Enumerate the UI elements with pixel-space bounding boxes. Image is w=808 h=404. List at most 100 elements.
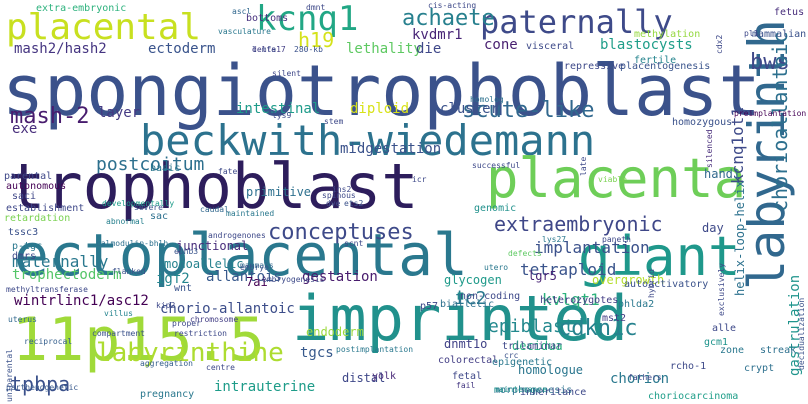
word-scute-like: scute-like — [462, 98, 595, 123]
word-bottoms: bottoms — [246, 13, 289, 24]
word-basic: basic — [150, 163, 181, 174]
word-gestation: gestation — [302, 269, 378, 285]
word-chorio-allantoic: chorio-allantoic — [160, 301, 295, 317]
word-stem: stem — [324, 117, 344, 126]
word-uterus: uterus — [8, 315, 37, 324]
word-allantois: allantois — [206, 269, 282, 285]
word-maternally: maternally — [12, 252, 109, 271]
word-establishment: establishment — [6, 203, 85, 214]
word-utero: utero — [484, 263, 509, 272]
word-junctional: junctional — [176, 239, 249, 253]
word-epigenetic: epigenetic — [492, 357, 553, 368]
word-fetus: fetus — [774, 7, 805, 18]
word-imprinted: imprinted — [292, 282, 628, 355]
word-fertile: fertile — [634, 55, 677, 66]
word-ins2: ins2 — [332, 185, 352, 194]
word-methyltransferase: methyltransferase — [6, 285, 88, 294]
word-beckwith-wiedemann: beckwith-wiedemann — [140, 116, 596, 165]
word-layer: layer — [98, 105, 141, 121]
word-compartment: compartment — [92, 329, 145, 338]
word-kip2: kip2 — [156, 301, 176, 310]
word-hybrid: hybrid — [647, 269, 656, 298]
word-parental: parental — [4, 171, 53, 182]
word-implantation: implantation — [534, 238, 650, 257]
word-primitive: primitive — [246, 185, 312, 199]
word-extraembryonic: extraembryonic — [494, 212, 663, 236]
word-l-mfa: l-mfa — [252, 45, 277, 54]
word-intrauterine: intrauterine — [214, 379, 316, 395]
word-inheritance: inheritance — [520, 387, 587, 398]
word-epiblast: epiblast — [488, 316, 575, 337]
word-tpbpa: tpbpa — [10, 372, 71, 396]
word-day: day — [702, 221, 724, 235]
word-lethality: lethality — [346, 41, 422, 57]
word-7ai: 7ai — [246, 275, 268, 289]
word-wnt: wnt — [174, 283, 193, 294]
word-embryo: embryo — [240, 263, 269, 272]
word-bws: bws — [750, 50, 790, 75]
word-kvlqt1: kvlqt1 — [542, 290, 600, 309]
word-diploid: diploid — [350, 101, 410, 117]
word-defects: defects — [508, 249, 542, 258]
word-vasculature: vasculature — [218, 27, 271, 36]
word-maintenance: maintenance — [494, 385, 547, 394]
word-die: die — [416, 41, 442, 57]
word-cone: cone — [484, 37, 518, 53]
word-parthenogenetic: parthenogenetic — [6, 383, 79, 392]
word-maintained: maintained — [226, 209, 275, 218]
word-streak: streak — [760, 345, 797, 356]
word-intestinal: intestinal — [236, 101, 321, 117]
word-flanked: flanked — [112, 267, 146, 276]
word-exe: exe — [12, 121, 38, 137]
word-repressive: repressive — [564, 61, 625, 72]
word-homozygous: homozygous — [672, 117, 733, 128]
word-scnt: scnt — [344, 239, 364, 248]
word-dmnt: dmnt — [306, 3, 326, 12]
word-p57: p57 — [420, 301, 439, 312]
word-h19: h19 — [298, 28, 335, 52]
word-lys27: lys27 — [542, 235, 567, 244]
word-dve: dve — [326, 199, 341, 208]
word-uniparental: uniparental — [5, 349, 14, 402]
word-homologue: homologue — [518, 363, 584, 377]
word-wintrlinc1-asc12: wintrlinc1/asc12 — [14, 293, 149, 309]
word-ic2: ic2 — [454, 288, 487, 309]
word-blastocysts: blastocysts — [600, 37, 693, 53]
word-mammals: mammals — [240, 261, 274, 270]
word-giant: giant — [578, 225, 741, 288]
word-colorectal: colorectal — [438, 355, 499, 366]
word-labyrinthine: labyrinthine — [96, 338, 284, 368]
word-placenta: placenta — [486, 147, 747, 210]
word-mammalian: mammalian — [752, 29, 807, 40]
word-retardation: retardation — [4, 213, 71, 224]
word-saci: saci — [12, 191, 37, 202]
word-cluster: cluster — [440, 101, 500, 117]
word-reciprocal: reciprocal — [24, 337, 73, 346]
word-kcnq1: kcnq1 — [256, 0, 359, 39]
word-igf2: igf2 — [156, 271, 190, 287]
word-lgr5: lgr5 — [528, 269, 557, 283]
word-280-kb: 280-kb — [294, 45, 323, 54]
word-ascl: ascl — [232, 7, 252, 16]
word-gcm1: gcm1 — [704, 337, 729, 348]
word-conceptuses: conceptuses — [268, 220, 414, 245]
word-chorioallantoic: chorioallantoic — [768, 31, 792, 212]
word-postcoitum: postcoitum — [96, 154, 205, 175]
word-trophectoderm: trophectoderm — [12, 267, 122, 283]
word-mash2-hash2: mash2/hash2 — [14, 41, 107, 57]
word-non-coding: non-coding — [460, 291, 521, 302]
word-exclusively: exclusively — [717, 263, 726, 316]
word-preimplantation: preimplantation — [734, 109, 807, 118]
word-ets2: ets2 — [344, 199, 364, 208]
word-overgrowth: overgrowth — [592, 273, 665, 287]
word-successful: successful — [472, 161, 521, 170]
word-tgcs: tgcs — [300, 345, 334, 361]
word-decidualization: decidualization — [797, 297, 806, 370]
word-postimplantation: postimplantation — [336, 345, 414, 354]
word-fate: fate — [218, 167, 238, 176]
word-abnormal: abnormal — [106, 217, 145, 226]
word-midgestation: midgestation — [340, 141, 442, 157]
word-silent: silent — [272, 69, 301, 78]
word-cdkn1c: cdkn1c — [558, 316, 638, 341]
word-crypt: crypt — [744, 363, 775, 374]
